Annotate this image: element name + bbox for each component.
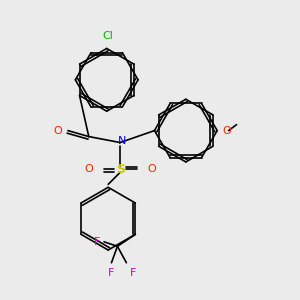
Text: F: F (108, 268, 115, 278)
Text: Cl: Cl (103, 31, 114, 41)
Text: F: F (130, 268, 136, 278)
Text: O: O (223, 126, 231, 136)
Text: O: O (147, 164, 156, 174)
Text: F: F (94, 237, 101, 247)
Text: S: S (116, 163, 124, 176)
Text: O: O (84, 164, 93, 174)
Text: O: O (54, 126, 62, 136)
Text: N: N (117, 136, 126, 146)
